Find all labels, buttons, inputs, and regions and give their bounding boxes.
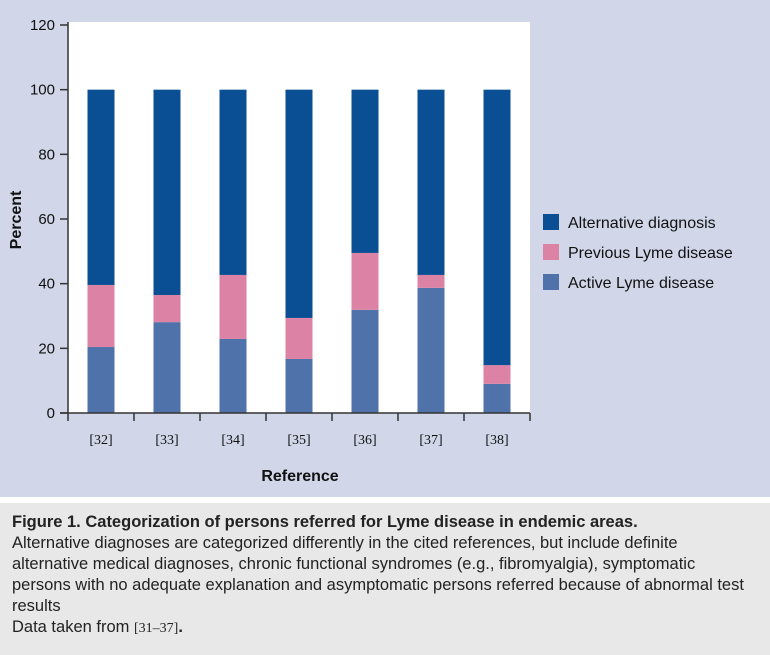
legend-label: Previous Lyme disease bbox=[568, 245, 733, 262]
caption-source: Data taken from bbox=[12, 618, 134, 636]
legend-swatch bbox=[543, 214, 559, 230]
legend-swatch bbox=[543, 274, 559, 290]
y-tick-label: 100 bbox=[30, 82, 55, 99]
bar-segment bbox=[417, 287, 445, 413]
bar-segment bbox=[285, 359, 313, 413]
bar-segment bbox=[153, 89, 181, 295]
y-tick-label: 0 bbox=[47, 405, 55, 422]
bar-segment bbox=[219, 89, 247, 275]
legend-label: Alternative diagnosis bbox=[568, 215, 716, 232]
x-axis-label: Reference bbox=[261, 468, 338, 485]
y-tick-label: 40 bbox=[38, 276, 55, 293]
bar-segment bbox=[285, 89, 313, 318]
y-tick-label: 60 bbox=[38, 211, 55, 228]
caption-body: Alternative diagnoses are categorized di… bbox=[12, 534, 744, 615]
legend-label: Active Lyme disease bbox=[568, 275, 714, 292]
x-tick-label: [35] bbox=[287, 433, 310, 448]
x-tick-label: [34] bbox=[221, 433, 244, 448]
x-tick-label: [37] bbox=[419, 433, 442, 448]
x-tick-label: [33] bbox=[155, 433, 178, 448]
x-tick-label: [32] bbox=[89, 433, 112, 448]
x-tick-label: [38] bbox=[485, 433, 508, 448]
bar-segment bbox=[87, 347, 115, 413]
bar-segment bbox=[285, 317, 313, 360]
bar-segment bbox=[351, 89, 379, 253]
caption-title: Figure 1. Categorization of persons refe… bbox=[12, 513, 638, 531]
x-tick-label: [36] bbox=[353, 433, 376, 448]
bar-segment bbox=[351, 252, 379, 310]
bar-segment bbox=[417, 274, 445, 288]
bar-segment bbox=[87, 89, 115, 285]
stacked-bar-chart: [32] [33] [34] [35] [36] [37] [38] 0 20 40 60 80 100… bbox=[8, 17, 733, 485]
bar-segment bbox=[153, 322, 181, 413]
caption-source-ref: [31–37] bbox=[133, 621, 179, 636]
bar-segment bbox=[87, 284, 115, 348]
bar-segment bbox=[483, 383, 511, 413]
bar-segment bbox=[153, 294, 181, 323]
y-axis-label: Percent bbox=[8, 190, 25, 249]
y-tick-label: 120 bbox=[30, 17, 55, 34]
figure-caption: Figure 1. Categorization of persons refe… bbox=[0, 503, 770, 655]
caption-source-end: . bbox=[178, 618, 183, 636]
y-tick-label: 80 bbox=[38, 146, 55, 163]
bar-segment bbox=[219, 338, 247, 413]
bar-segment bbox=[351, 309, 379, 413]
bar-segment bbox=[483, 89, 511, 366]
bar-segment bbox=[417, 89, 445, 275]
legend-swatch bbox=[543, 244, 559, 260]
y-tick-label: 20 bbox=[38, 340, 55, 357]
bar-segment bbox=[483, 365, 511, 384]
bar-segment bbox=[219, 274, 247, 339]
